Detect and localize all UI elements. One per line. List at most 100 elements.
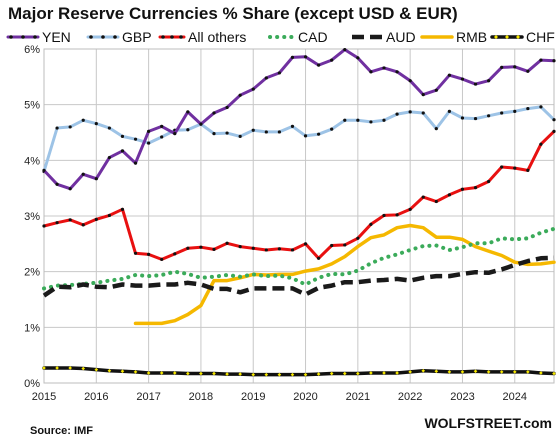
legend-marker: [21, 35, 25, 39]
point-gbp: [460, 116, 465, 120]
point-all-others: [225, 241, 229, 245]
point-chf: [159, 371, 164, 375]
point-all-others: [133, 251, 138, 255]
legend-marker: [505, 35, 509, 39]
point-yen: [68, 187, 72, 191]
point-chf: [146, 371, 151, 375]
point-chf: [172, 371, 177, 375]
point-gbp: [212, 132, 216, 136]
point-chf: [55, 366, 59, 370]
point-yen: [277, 71, 281, 75]
point-all-others: [277, 247, 281, 251]
point-all-others: [212, 247, 216, 251]
point-chf: [369, 371, 373, 375]
x-tick-label: 2020: [293, 391, 317, 403]
point-all-others: [81, 223, 85, 227]
point-yen: [395, 70, 399, 74]
series-line-aud: [42, 255, 555, 298]
series-line-cad: [42, 226, 556, 291]
point-chf: [316, 372, 321, 376]
point-gbp: [473, 116, 478, 121]
point-gbp: [369, 120, 373, 124]
point-chf: [342, 371, 347, 376]
grid: [43, 48, 555, 384]
point-yen: [330, 58, 334, 62]
point-all-others: [94, 217, 98, 221]
point-gbp: [552, 118, 556, 122]
point-chf: [512, 370, 517, 374]
point-chf: [94, 367, 99, 372]
point-all-others: [251, 246, 255, 250]
legend-marker: [170, 35, 174, 39]
point-yen: [356, 56, 360, 60]
point-gbp: [382, 118, 386, 122]
point-all-others: [160, 257, 164, 262]
point-all-others: [356, 236, 360, 240]
point-chf: [277, 372, 282, 377]
point-all-others: [173, 252, 177, 256]
point-chf: [382, 371, 386, 375]
point-gbp: [225, 131, 229, 135]
point-gbp: [264, 130, 268, 134]
legend-item-chf: CHF: [490, 29, 555, 45]
legend-marker: [494, 35, 498, 39]
point-all-others: [408, 207, 412, 211]
legend-item-all-others: All others: [158, 29, 246, 45]
point-all-others: [552, 129, 556, 133]
legend-item-rmb: RMB: [420, 29, 487, 45]
point-yen: [173, 132, 177, 136]
plot-border: [43, 48, 555, 384]
x-tick-label: 2017: [136, 391, 160, 403]
point-yen: [369, 70, 373, 74]
legend-marker: [101, 35, 105, 39]
point-gbp: [160, 135, 164, 139]
y-tick-label: 0%: [24, 378, 40, 390]
point-gbp: [539, 105, 543, 109]
point-yen: [160, 124, 164, 128]
x-tick-label: 2015: [32, 391, 56, 403]
point-all-others: [460, 187, 465, 191]
point-yen: [382, 66, 386, 70]
point-chf: [539, 371, 543, 375]
point-chf: [303, 372, 308, 377]
point-yen: [539, 58, 543, 62]
point-yen: [212, 111, 216, 115]
legend-label-aud: AUD: [386, 29, 416, 45]
y-tick-label: 2%: [24, 267, 40, 279]
point-all-others: [395, 213, 399, 217]
point-chf: [473, 369, 478, 374]
point-gbp: [526, 106, 530, 111]
point-gbp: [186, 128, 190, 132]
point-chf: [238, 372, 242, 376]
point-chf: [133, 370, 138, 374]
x-tick-label: 2023: [450, 391, 474, 403]
point-gbp: [107, 126, 111, 130]
point-gbp: [421, 111, 425, 115]
point-chf: [264, 372, 269, 377]
x-tick-label: 2021: [346, 391, 370, 403]
point-all-others: [330, 243, 334, 248]
point-chf: [499, 370, 504, 374]
point-gbp: [120, 134, 125, 138]
point-yen: [460, 77, 465, 81]
point-chf: [120, 369, 125, 374]
point-yen: [251, 87, 255, 91]
x-axis: 2015 2016 2017 2018 2019 2020 2021 2022 2023 2024: [32, 391, 527, 403]
point-yen: [487, 79, 491, 83]
point-all-others: [473, 186, 478, 190]
point-chf: [395, 371, 399, 375]
point-chf: [552, 371, 556, 376]
x-tick-label: 2022: [398, 391, 422, 403]
legend-item-yen: YEN: [6, 29, 71, 45]
point-yen: [120, 149, 125, 153]
y-tick-label: 1%: [24, 322, 40, 334]
legend-label-cad: CAD: [298, 29, 328, 45]
point-chf: [447, 370, 452, 374]
legend-label-rmb: RMB: [456, 29, 487, 45]
x-tick-label: 2016: [84, 391, 108, 403]
point-all-others: [107, 213, 111, 218]
legend-marker: [516, 35, 520, 39]
point-all-others: [487, 179, 491, 184]
point-yen: [264, 76, 268, 80]
point-gbp: [55, 126, 59, 130]
